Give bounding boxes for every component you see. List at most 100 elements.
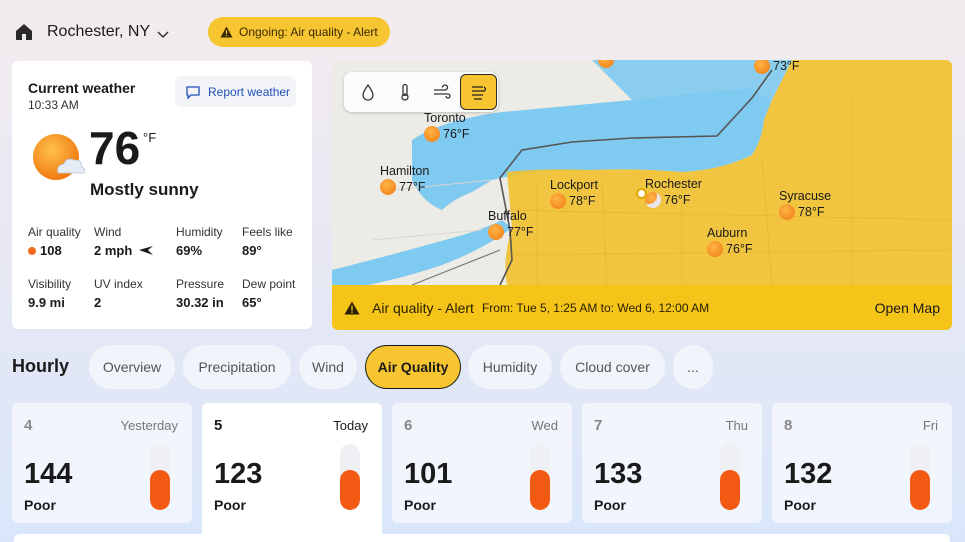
day-of-week: Thu (725, 418, 748, 433)
stat-uv-index[interactable]: UV index 2 (94, 277, 143, 310)
current-weather-title: Current weather (28, 80, 136, 96)
location-name[interactable]: Rochester, NY (47, 23, 151, 40)
stat-value: 9.9 mi (28, 295, 65, 310)
tab-overview[interactable]: Overview (89, 345, 175, 389)
day-number: 5 (214, 417, 223, 434)
report-weather-button[interactable]: Report weather (175, 76, 296, 107)
aqi-category: Poor (784, 497, 816, 513)
sunny-icon (380, 179, 396, 195)
tab-more[interactable]: ... (673, 345, 713, 389)
stat-label: Pressure (176, 277, 225, 291)
stat-feels-like[interactable]: Feels like 89° (242, 225, 293, 258)
aqi-category: Poor (594, 497, 626, 513)
air-quality-icon (471, 86, 486, 100)
map-city-hamilton[interactable]: Hamilton 77°F (380, 164, 429, 195)
warning-icon (344, 301, 360, 314)
air-quality-layer-button[interactable] (460, 74, 497, 110)
precipitation-layer-button[interactable] (349, 74, 386, 110)
tab-wind[interactable]: Wind (299, 345, 357, 389)
day-of-week: Fri (922, 418, 938, 433)
stat-air-quality[interactable]: Air quality 108 (28, 225, 81, 258)
aqi-category: Poor (24, 497, 56, 513)
stat-humidity[interactable]: Humidity 69% (176, 225, 223, 258)
temperature-unit: °F (143, 130, 157, 145)
day-number: 8 (784, 417, 793, 434)
aqi-meter (910, 444, 930, 510)
tab-precipitation[interactable]: Precipitation (183, 345, 291, 389)
city-temp: 73°F (773, 60, 800, 73)
stat-visibility[interactable]: Visibility 9.9 mi (28, 277, 71, 310)
city-temp: 78°F (798, 205, 825, 219)
mostly-sunny-icon (645, 192, 661, 208)
current-temperature: 76 (89, 122, 141, 174)
aqi-category: Poor (404, 497, 436, 513)
map-city-lockport[interactable]: Lockport 78°F (550, 178, 598, 209)
city-name: Hamilton (380, 164, 430, 178)
sunny-icon (598, 60, 614, 68)
tab-air-quality[interactable]: Air Quality (365, 345, 461, 389)
day-card-today[interactable]: 5 Today 123 Poor (202, 403, 382, 535)
stat-dew-point[interactable]: Dew point 65° (242, 277, 295, 310)
aqi-meter (150, 444, 170, 510)
chevron-down-icon[interactable] (156, 27, 170, 41)
aqi-value: 144 (24, 458, 73, 490)
day-card[interactable]: 4 Yesterday 144 Poor (12, 403, 192, 523)
current-weather-time: 10:33 AM (28, 98, 79, 112)
aqi-meter (720, 444, 740, 510)
tab-humidity[interactable]: Humidity (468, 345, 552, 389)
city-temp: 78°F (569, 194, 596, 208)
map-city-rochester[interactable]: Rochester 76°F (645, 177, 702, 208)
stat-wind[interactable]: Wind 2 mph (94, 225, 154, 258)
stat-label: Dew point (242, 277, 296, 291)
map-city-syracuse[interactable]: Syracuse 78°F (779, 189, 831, 220)
map-city-buffalo[interactable]: Buffalo 77°F (488, 209, 534, 240)
aqi-meter (530, 444, 550, 510)
stat-label: Wind (94, 225, 122, 239)
sunny-icon (754, 60, 770, 74)
map-alert-range: From: Tue 5, 1:25 AM to: Wed 6, 12:00 AM (481, 300, 710, 315)
open-map-link[interactable]: Open Map (874, 299, 940, 316)
alert-pill[interactable]: Ongoing: Air quality - Alert (208, 17, 390, 47)
sunny-icon (424, 126, 440, 142)
city-name: Toronto (424, 111, 466, 125)
chat-icon (186, 85, 200, 100)
map-city-toronto[interactable]: Toronto 76°F (424, 111, 470, 142)
stat-value: 65° (242, 295, 262, 310)
stat-pressure[interactable]: Pressure 30.32 in (176, 277, 224, 310)
day-of-week: Wed (531, 418, 559, 433)
map-layer-switcher (344, 72, 498, 112)
aqi-meter-fill (530, 470, 550, 510)
aqi-meter-fill (910, 470, 930, 510)
aqi-value: 133 (594, 458, 643, 490)
wind-icon (433, 84, 451, 99)
day-of-week: Yesterday (120, 418, 178, 433)
current-location-pin[interactable] (636, 188, 647, 199)
stat-value: 2 (94, 295, 102, 310)
city-temp: 77°F (507, 225, 534, 239)
air-quality-dot (28, 246, 36, 255)
day-card[interactable]: 8 Fri 132 Poor (772, 403, 952, 523)
stat-value: 2 mph (94, 243, 133, 258)
hourly-label: Hourly (12, 356, 70, 376)
home-icon[interactable] (14, 22, 34, 42)
day-card[interactable]: 6 Wed 101 Poor (392, 403, 572, 523)
current-weather-card: Current weather 10:33 AM Report weather … (12, 61, 312, 329)
weather-map[interactable]: Toronto 76°F Hamilton 77°F Buffalo 77°F … (332, 60, 952, 330)
wind-layer-button[interactable] (423, 74, 460, 110)
stat-label: Humidity (176, 225, 223, 239)
stat-value: 89° (242, 243, 262, 258)
city-name: Syracuse (779, 189, 832, 203)
day-card[interactable]: 7 Thu 133 Poor (582, 403, 762, 523)
temperature-layer-button[interactable] (386, 74, 423, 110)
map-alert-title: Air quality - Alert (372, 299, 474, 316)
tab-cloud-cover[interactable]: Cloud cover (560, 345, 665, 389)
city-temp: 76°F (664, 193, 691, 207)
city-name: Lockport (550, 178, 598, 192)
stat-value: 108 (40, 243, 62, 258)
city-name: Rochester (645, 177, 702, 191)
city-temp: 77°F (399, 180, 426, 194)
map-city-unnamed[interactable]: 73°F (754, 60, 800, 74)
map-alert-bar[interactable]: Air quality - Alert From: Tue 5, 1:25 AM… (332, 285, 952, 330)
map-city-auburn[interactable]: Auburn 76°F (707, 226, 753, 257)
hazy-sun-icon (550, 193, 566, 209)
